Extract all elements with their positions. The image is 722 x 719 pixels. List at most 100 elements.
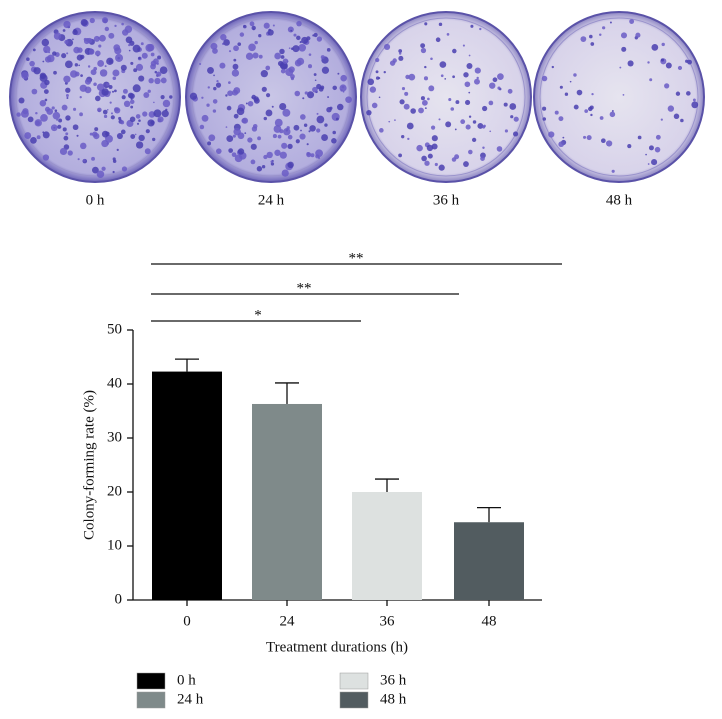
colony [497, 86, 501, 90]
colony [87, 65, 91, 68]
colony [468, 54, 471, 57]
colony [314, 79, 317, 82]
colony [428, 85, 435, 92]
colony [114, 89, 117, 93]
colony [635, 32, 641, 38]
colony [324, 123, 328, 127]
colony [244, 132, 247, 135]
colony [215, 82, 222, 88]
colony [233, 45, 239, 52]
colony [265, 65, 271, 71]
colony [169, 95, 173, 99]
colony [112, 76, 117, 81]
colony [542, 117, 547, 121]
colony [542, 106, 547, 111]
colony [468, 115, 472, 118]
colony [590, 113, 593, 117]
colony [371, 102, 378, 109]
colony [468, 91, 471, 94]
colony [223, 39, 230, 46]
colony [53, 70, 57, 75]
colony [399, 99, 405, 105]
colony [266, 151, 273, 159]
colony [83, 38, 90, 45]
colony [680, 118, 684, 123]
colony [56, 119, 58, 121]
colony [208, 134, 216, 142]
colony [294, 90, 301, 97]
colony [44, 56, 52, 63]
colony [336, 103, 344, 111]
colony [250, 143, 257, 150]
significance-label: ** [297, 280, 312, 296]
colony [306, 143, 309, 146]
colony [130, 105, 134, 109]
colony [420, 96, 425, 101]
colony [480, 156, 485, 161]
colony [207, 141, 212, 146]
colony [237, 148, 245, 155]
colony [647, 163, 650, 165]
colony [421, 99, 428, 106]
colony [611, 110, 614, 112]
colony [160, 77, 167, 84]
colony [79, 142, 87, 150]
colony [620, 32, 628, 39]
colony [504, 129, 508, 133]
colony [24, 132, 32, 139]
colony [316, 115, 325, 124]
colony [84, 78, 92, 85]
colony [463, 72, 469, 78]
colony [251, 96, 254, 99]
colony [144, 148, 151, 155]
colony [306, 36, 311, 41]
colony [466, 62, 473, 69]
colony [398, 49, 403, 53]
colony [140, 42, 144, 46]
colony [448, 98, 452, 102]
colony [112, 157, 116, 161]
significance-label: * [254, 307, 262, 323]
colony [300, 114, 306, 120]
colony [294, 59, 302, 67]
colony [82, 159, 86, 162]
colony [471, 137, 477, 142]
colony [210, 42, 218, 50]
colony [482, 125, 486, 129]
colony [20, 109, 29, 118]
colony [52, 111, 61, 120]
colony [303, 123, 308, 127]
colony [33, 67, 41, 75]
colony [274, 149, 281, 156]
colony [611, 169, 615, 173]
colony [306, 91, 315, 99]
colony [654, 146, 661, 153]
colony [580, 36, 587, 42]
colony [91, 156, 95, 161]
colony [142, 111, 148, 117]
colony [116, 148, 119, 151]
colony [101, 139, 109, 148]
colony [271, 105, 274, 108]
dish-rim [15, 17, 175, 177]
colony [497, 73, 504, 80]
y-tick-label: 0 [115, 591, 123, 607]
colony [66, 52, 69, 55]
colony [133, 68, 138, 73]
colony [239, 32, 245, 37]
colony [416, 144, 423, 152]
colony [647, 61, 650, 64]
colony [327, 96, 330, 98]
y-tick-label: 50 [107, 321, 122, 337]
colony [225, 94, 228, 97]
colony [77, 47, 83, 53]
colony [114, 24, 117, 28]
colony [96, 83, 105, 91]
colony [32, 48, 36, 52]
colony [61, 53, 67, 59]
colony [261, 165, 266, 169]
colony [310, 153, 315, 158]
colony [589, 34, 593, 39]
colony [576, 89, 583, 96]
colony [245, 102, 248, 105]
